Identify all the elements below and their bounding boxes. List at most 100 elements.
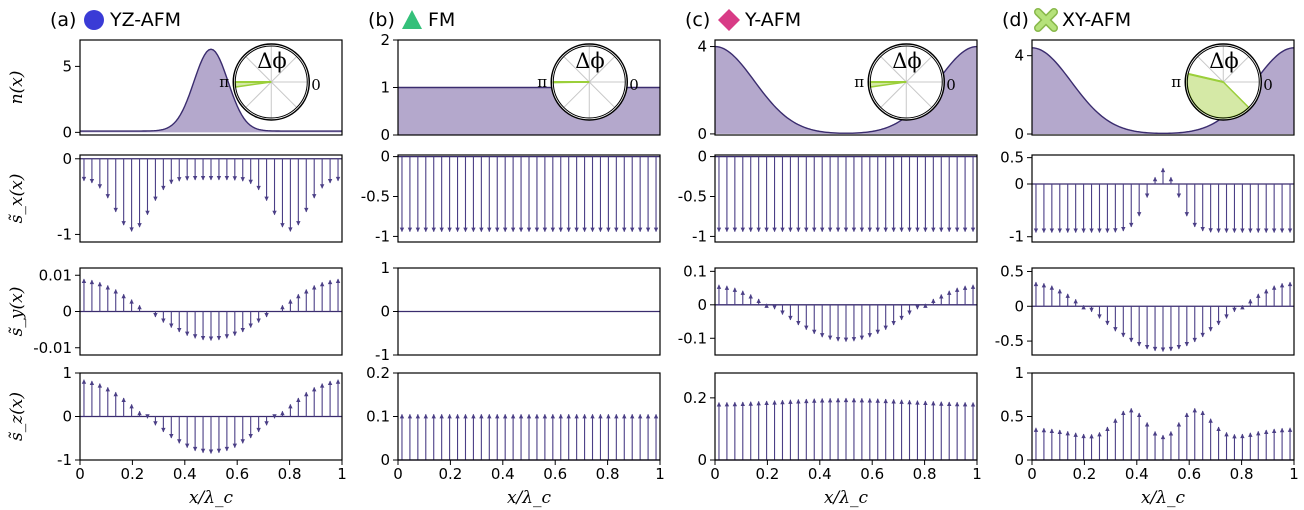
x-tick-label: 0.8 [596,465,620,483]
spin-arrowhead [796,320,801,326]
spin-arrowhead [272,210,277,216]
spin-arrowhead [582,227,587,233]
spin-arrowhead [232,331,238,337]
spin-arrowhead [812,329,817,335]
spin-arrowhead [1216,228,1221,233]
y-tick-label: -1 [375,346,390,364]
spin-arrowhead [859,227,865,233]
spin-arrowhead [526,227,532,233]
x-tick-label: 0.2 [755,465,779,483]
spin-arrowhead [843,337,849,343]
spin-arrowhead [312,284,317,290]
y-tick-label: 2 [380,31,390,49]
spin-arrowhead [1264,228,1269,234]
panel-tag: (a) [50,9,76,31]
subplot-row-0: Δϕ π 0 0 4 [697,38,978,143]
spin-arrowhead [740,227,745,233]
spin-arrowhead [780,399,785,405]
spin-arrowhead [716,227,722,233]
y-tick-label: 0.1 [683,262,707,280]
spin-arrowhead [939,227,944,233]
spin-arrowhead [272,414,277,419]
spin-arrowhead [1089,307,1094,313]
spin-arrowhead [1224,431,1229,437]
spin-arrowhead [804,398,809,404]
spin-arrowhead [883,325,888,331]
spin-arrowhead [1184,412,1190,417]
spin-arrowhead [399,227,405,233]
spin-arrowhead [637,413,643,419]
spin-arrowhead [1105,426,1110,432]
y-tick-label: 0 [697,296,707,314]
spin-arrowhead [827,227,833,233]
spin-arrowhead [232,176,238,181]
spin-arrowhead [867,398,873,403]
spin-arrowhead [137,410,142,416]
spin-arrowhead [288,227,293,232]
spin-arrowhead [1224,228,1229,234]
spin-arrowhead [280,304,285,310]
row-label: s̃_y(x) [7,287,27,337]
y-tick-label: 0 [380,126,390,144]
spin-arrowhead [1176,345,1182,350]
density-area [80,49,342,133]
spin-arrowhead [177,177,182,182]
axes-frame [1031,154,1295,243]
spin-arrowhead [1224,314,1229,319]
spin-arrowhead [1248,228,1253,234]
spin-arrowhead [1168,176,1174,182]
spin-arrowhead [962,285,968,290]
spin-arrowhead [1232,433,1237,439]
spin-arrowhead [232,443,238,449]
spin-arrowhead [97,184,103,189]
spin-arrowhead [622,413,627,419]
panel-name: FM [428,9,455,31]
spin-arrowhead [1152,346,1158,352]
spin-arrowhead [534,227,540,233]
spin-arrowhead [1129,222,1134,228]
spin-arrowhead [1097,228,1102,234]
spin-arrowhead [740,290,745,295]
spin-arrowhead [319,281,325,287]
spin-arrowhead [590,413,595,419]
spin-arrowhead [558,413,563,419]
spin-arrowhead [1113,418,1118,423]
y-tick-label: 0 [1014,297,1024,315]
spin-arrowhead [606,227,611,233]
axes-frame [1031,267,1295,356]
x-tick-label: 0 [393,465,403,483]
density-area [715,46,977,134]
diamond-marker-icon [718,9,740,31]
spin-arrowhead [1208,327,1213,332]
y-tick-label: 1 [380,79,390,97]
y-tick-label: -1 [57,451,72,469]
spin-arrowhead [812,227,817,233]
spin-arrowhead [899,227,904,233]
spin-arrowhead [304,289,309,294]
spin-arrowhead [614,227,619,233]
spin-arrowhead [319,383,325,388]
spin-arrowhead [883,398,888,404]
spin-arrowhead [835,397,841,403]
spin-arrowhead [81,176,87,182]
spin-arrowhead [264,196,269,202]
spin-arrowhead [939,294,944,299]
y-tick-label: -1 [57,225,72,243]
spin-arrowhead [1065,293,1070,298]
spin-arrowhead [724,227,730,233]
x-tick-label: 0.8 [278,465,302,483]
spin-arrowhead [192,446,198,452]
spin-arrowhead [534,413,540,419]
spin-arrowhead [1065,228,1070,234]
y-tick-label: 0.2 [683,389,707,407]
y-tick-label: 0 [380,451,390,469]
spin-arrowhead [137,223,142,228]
spin-arrowhead [843,227,849,233]
y-tick-label: -1 [692,227,707,245]
spin-arrowhead [542,413,548,419]
spin-arrowhead [177,327,182,333]
spin-arrowhead [1184,341,1190,347]
spin-arrowhead [487,227,492,233]
subplot-row-3: 1 0.5 00 0.2 0.4 0.6 0.8 1 [1000,364,1299,483]
